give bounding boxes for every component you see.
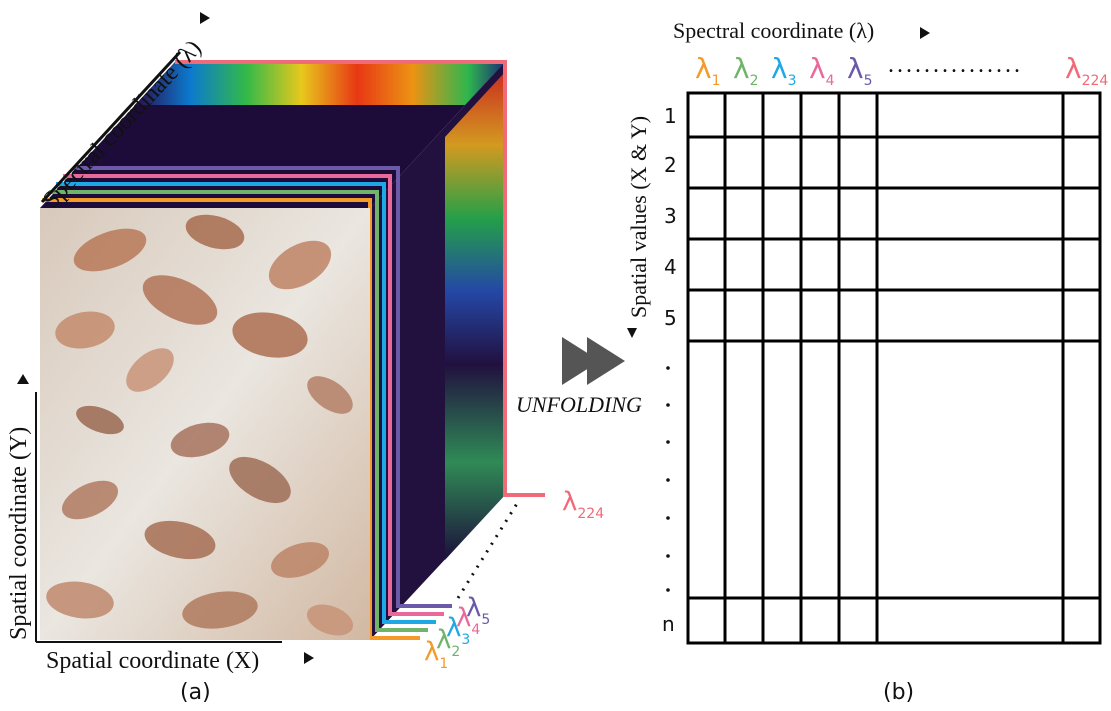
row-ellipsis-dots [666,366,670,592]
band-4-edge [63,174,444,616]
matrix-spectral-axis-label: Spectral coordinate (λ) [673,18,875,43]
row-label-2: 2 [664,153,677,177]
band-2-edge [49,190,428,632]
matrix-column-headers: λ1 λ2 λ3 λ4 λ5 λ224 [695,52,1108,89]
data-matrix-grid [686,91,1102,645]
leaf-pattern [46,214,354,636]
caption-b: (b) [883,680,915,705]
cube-spatial-x-label: Spatial coordinate (X) [46,648,260,674]
row-label-5: 5 [664,306,677,330]
col-header-5: λ5 [847,52,873,89]
row-label-4: 4 [664,255,677,279]
matrix-spectral-arrow-icon [920,27,930,39]
band-224-outline [175,60,545,497]
caption-a: (a) [180,680,211,705]
row-label-1: 1 [664,104,677,128]
spectral-axis-line [40,50,182,204]
row-label-3: 3 [664,204,677,228]
matrix-spatial-axis-label: Spatial values (X & Y) [626,115,651,318]
spatial-y-arrow-icon [17,374,29,384]
row-label-n: n [662,612,675,636]
spectral-axis-arrow-icon [200,12,210,24]
band-5-edge [73,166,452,608]
hyperspectral-cube [40,60,545,640]
col-header-2: λ2 [733,52,759,89]
cube-right-heat-strip [445,72,505,560]
unfolding-label: UNFOLDING [516,392,642,417]
spatial-x-arrow-icon [304,652,314,664]
double-arrow-icon [562,337,625,385]
matrix-spatial-arrow-icon [627,328,637,338]
matrix-outline [686,91,1102,645]
cube-top-heat-strip [135,62,505,105]
band-label-224: λ224 [562,487,604,522]
col-header-3: λ3 [771,52,797,89]
col-header-1: λ1 [695,52,721,89]
band-3-edge [56,182,436,624]
column-header-ellipsis: ............... [888,52,1023,78]
band-label-5: λ5 [466,593,490,628]
cube-spatial-y-label: Spatial coordinate (Y) [6,426,32,640]
band-ellipsis-dots [456,501,520,599]
col-header-4: λ4 [809,52,835,89]
col-header-224: λ224 [1065,52,1108,89]
